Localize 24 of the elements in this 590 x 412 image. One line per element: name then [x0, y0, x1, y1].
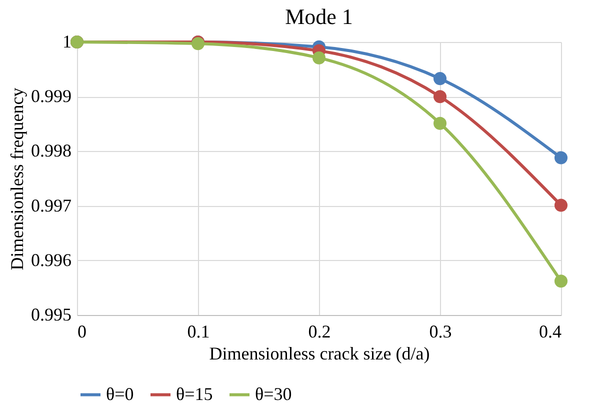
y-tick-label: 0.999	[31, 86, 72, 106]
y-tick-label: 0.995	[31, 304, 72, 324]
point	[554, 198, 568, 212]
point	[312, 51, 326, 64]
point	[554, 151, 568, 164]
x-tick-label: 0.3	[429, 322, 452, 342]
point	[433, 90, 447, 104]
legend-label: θ=0	[106, 384, 134, 404]
legend-label: θ=15	[176, 384, 213, 404]
y-tick-label: 1	[62, 32, 72, 52]
x-tick-label: 0.4	[539, 322, 562, 342]
y-axis-title: Dimensionless frequency	[7, 88, 27, 270]
point	[433, 72, 447, 86]
point	[554, 274, 568, 288]
y-tick-label: 0.996	[31, 250, 72, 270]
y-tick-label: 0.998	[31, 140, 72, 161]
point	[433, 116, 447, 130]
legend-label: θ=30	[255, 384, 292, 404]
x-tick-label: 0	[78, 322, 86, 342]
y-tick-label: 0.997	[31, 195, 72, 216]
x-axis-title: Dimensionless crack size (d/a)	[209, 344, 430, 364]
x-tick-label: 0.2	[308, 322, 331, 342]
chart-title: Mode 1	[285, 4, 353, 29]
x-tick-label: 0.1	[187, 322, 210, 342]
